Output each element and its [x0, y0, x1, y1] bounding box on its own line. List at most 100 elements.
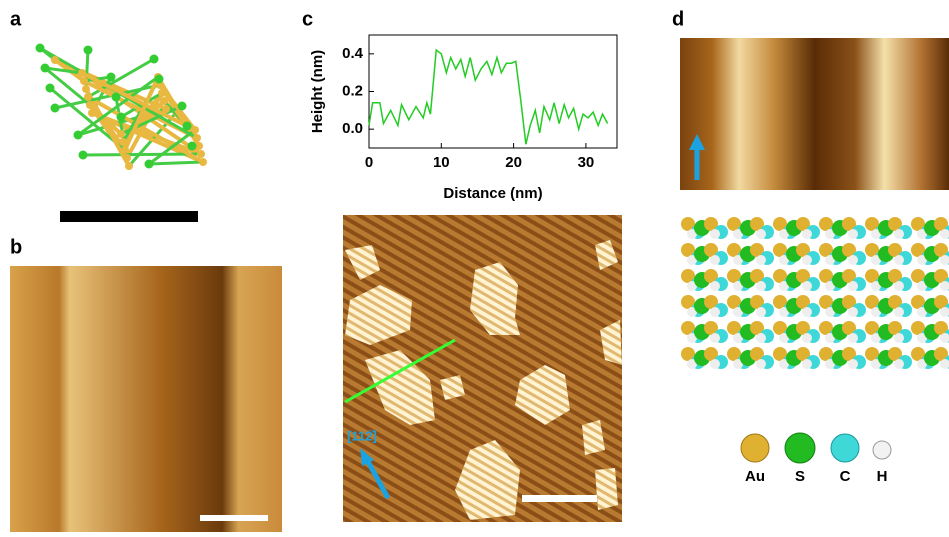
atom [710, 229, 720, 239]
atom [802, 281, 812, 291]
atom [894, 281, 904, 291]
atom [125, 162, 133, 170]
atom [894, 359, 904, 369]
atom [756, 359, 766, 369]
atom [199, 158, 207, 166]
atom-c [831, 434, 859, 462]
cluster-model [36, 44, 208, 171]
atom [84, 46, 93, 55]
atom [710, 281, 720, 291]
x-axis-label: Distance (nm) [443, 185, 542, 202]
x-tick-label: 10 [433, 154, 450, 171]
x-tick-label: 30 [578, 154, 595, 171]
y-tick-label: 0.2 [342, 82, 363, 99]
atom [145, 160, 154, 169]
atom [79, 151, 88, 160]
x-tick-label: 20 [505, 154, 522, 171]
legend-label: H [877, 468, 888, 485]
atom [88, 109, 96, 117]
atom [756, 333, 766, 343]
atom [112, 93, 121, 102]
panel-label: c [302, 8, 313, 30]
atom [710, 255, 720, 265]
plot-frame [369, 35, 617, 148]
atom [894, 307, 904, 317]
atom [802, 255, 812, 265]
atom [756, 229, 766, 239]
scale-bar [200, 515, 268, 521]
atom [894, 333, 904, 343]
atom [51, 56, 59, 64]
atom [756, 255, 766, 265]
atom [848, 229, 858, 239]
atom-legend: Au S C H [741, 433, 891, 485]
atom [84, 93, 92, 101]
atom [36, 44, 45, 53]
atom [197, 150, 205, 158]
height-profile: 0 10 20 30 0.0 0.2 0.4 Distance (nm) Height (nm) [309, 35, 617, 202]
atom [41, 64, 50, 73]
atom [150, 55, 159, 64]
y-tick-label: 0.0 [342, 120, 363, 137]
x-tick-label: 0 [365, 154, 373, 171]
scale-bar [522, 495, 597, 502]
atom [894, 229, 904, 239]
atom [848, 255, 858, 265]
atom [74, 131, 83, 140]
atom [193, 134, 201, 142]
atom [78, 69, 86, 77]
legend-label: Au [745, 468, 765, 485]
direction-label: [112̅] [347, 428, 377, 443]
y-axis-label: Height (nm) [309, 50, 326, 133]
atom [46, 84, 55, 93]
atom [802, 229, 812, 239]
atom [82, 85, 90, 93]
panel-label: d [672, 8, 684, 30]
atom-au [741, 434, 769, 462]
panel-label: b [10, 236, 22, 258]
atom [756, 281, 766, 291]
atom [894, 255, 904, 265]
stm-image [680, 38, 949, 190]
atom [121, 146, 129, 154]
atom [848, 281, 858, 291]
y-tick-label: 0.4 [342, 45, 364, 62]
figure: a b c d [112̅] Au S C H 0102 [0, 0, 949, 532]
stm-image [10, 266, 282, 532]
atom [107, 73, 116, 82]
bond [149, 162, 203, 164]
atom [710, 307, 720, 317]
atom [51, 104, 60, 113]
atom [117, 130, 125, 138]
atom [802, 333, 812, 343]
atom [117, 113, 126, 122]
bond [83, 154, 201, 155]
atom [802, 307, 812, 317]
atom [119, 138, 127, 146]
atom [123, 154, 131, 162]
atom [160, 97, 168, 105]
atom [155, 75, 164, 84]
atom-s [785, 433, 815, 463]
atom [802, 359, 812, 369]
atom [756, 307, 766, 317]
atom [86, 101, 94, 109]
legend-label: S [795, 468, 805, 485]
legend-label: C [840, 468, 851, 485]
atom [848, 307, 858, 317]
scale-bar [60, 211, 198, 222]
atom [183, 122, 192, 131]
atom [710, 333, 720, 343]
atom [80, 77, 88, 85]
atom [158, 89, 166, 97]
profile-line [369, 50, 608, 144]
atom [710, 359, 720, 369]
panel-label: a [10, 8, 22, 30]
atom [848, 333, 858, 343]
atom [162, 105, 170, 113]
atom [191, 126, 199, 134]
atom [188, 142, 197, 151]
atom [178, 102, 187, 111]
atom-h [873, 441, 891, 459]
atom [848, 359, 858, 369]
